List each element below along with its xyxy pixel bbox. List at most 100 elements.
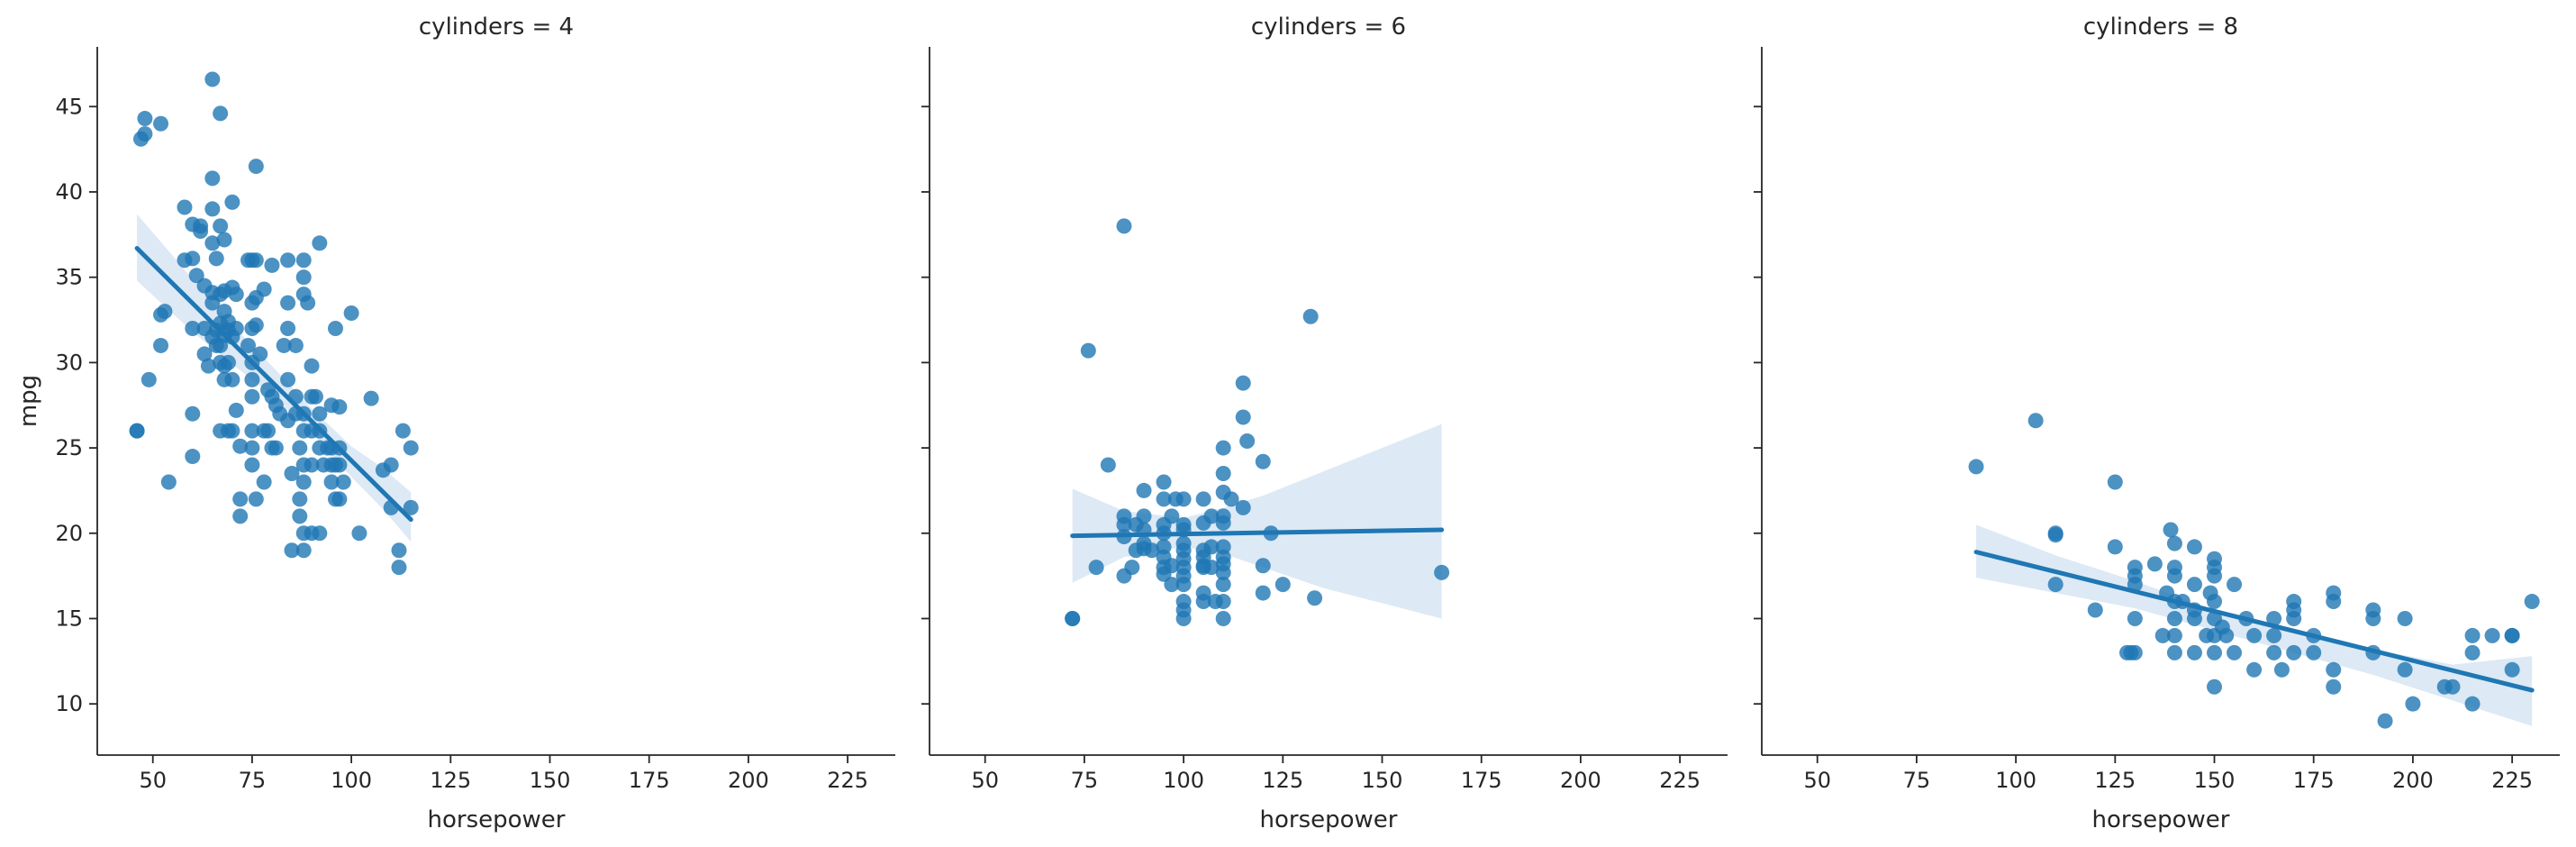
scatter-point [244, 457, 260, 473]
scatter-point [224, 371, 240, 387]
scatter-point [1235, 375, 1251, 391]
scatter-point [177, 199, 193, 215]
y-tick-label: 15 [55, 606, 83, 631]
scatter-point [248, 317, 264, 333]
scatter-point [304, 358, 320, 374]
scatter-point [1116, 218, 1132, 234]
scatter-points [1065, 218, 1450, 626]
scatter-point [280, 252, 296, 269]
scatter-point [1156, 474, 1172, 490]
scatter-point [287, 337, 304, 353]
scatter-point [2326, 594, 2342, 610]
scatter-point [280, 295, 296, 311]
scatter-point [307, 388, 323, 405]
scatter-point [2266, 627, 2282, 643]
scatter-point [2266, 610, 2282, 626]
scatter-point [2464, 696, 2481, 712]
scatter-point [2444, 679, 2461, 695]
scatter-point [244, 371, 260, 387]
scatter-point [244, 440, 260, 456]
x-tick-label: 225 [827, 768, 868, 793]
scatter-point [331, 457, 348, 473]
scatter-point [2377, 713, 2393, 729]
scatter-point [295, 474, 312, 490]
y-tick-label: 10 [55, 691, 83, 716]
scatter-point [2246, 661, 2263, 678]
scatter-point [256, 474, 272, 490]
scatter-point [224, 423, 240, 439]
scatter-point [2365, 610, 2381, 626]
scatter-point [2405, 696, 2421, 712]
scatter-point [1302, 308, 1319, 324]
scatter-point [295, 269, 312, 286]
scatter-point [403, 499, 419, 515]
x-tick-label: 200 [1560, 768, 1601, 793]
scatter-point [2186, 610, 2202, 626]
scatter-point [300, 295, 316, 311]
scatter-point [1164, 508, 1180, 524]
scatter-point [276, 337, 292, 353]
scatter-point [1223, 491, 1239, 507]
scatter-point [2227, 644, 2243, 660]
scatter-point [295, 252, 312, 269]
scatter-point [1175, 491, 1192, 507]
scatter-point [137, 126, 153, 142]
scatter-point [204, 201, 221, 217]
scatter-point [1255, 585, 1271, 601]
scatter-point [2166, 627, 2182, 643]
x-tick-label: 225 [2491, 768, 2533, 793]
scatter-point [185, 405, 201, 422]
y-tick-label: 35 [55, 265, 83, 290]
scatter-point [1175, 610, 1192, 626]
scatter-point [304, 457, 320, 473]
scatter-point [1434, 564, 1450, 580]
scatter-point [343, 305, 359, 321]
scatter-point [1215, 465, 1231, 481]
x-tick-label: 125 [2094, 768, 2136, 793]
x-tick-label: 75 [1903, 768, 1931, 793]
scatter-point [2107, 539, 2123, 555]
scatter-point [2273, 661, 2290, 678]
facet-panel: cylinders = 4 50 75 100 125 150 175 200 225 10 15 2… [15, 14, 895, 833]
regression-line [1973, 550, 2535, 693]
scatter-point [331, 399, 348, 415]
panel-title: cylinders = 6 [1251, 14, 1406, 41]
scatter-point [224, 194, 240, 210]
scatter-point [2207, 644, 2223, 660]
scatter-point [2504, 627, 2520, 643]
scatter-point [185, 321, 201, 337]
scatter-point [1215, 515, 1231, 531]
scatter-point [284, 542, 300, 559]
scatter-point [240, 337, 257, 353]
scatter-point [137, 111, 153, 127]
scatter-point [1215, 440, 1231, 456]
x-tick-label: 100 [1995, 768, 2036, 793]
scatter-points [129, 71, 419, 576]
scatter-point [280, 321, 296, 337]
x-tick-label: 150 [2194, 768, 2236, 793]
x-tick-label: 175 [629, 768, 670, 793]
scatter-point [2127, 644, 2143, 660]
scatter-point [284, 465, 300, 481]
scatter-point [252, 346, 268, 362]
scatter-point [323, 474, 340, 490]
x-tick-label: 125 [430, 768, 471, 793]
scatter-point [1968, 459, 1984, 475]
scatter-point [208, 250, 224, 267]
scatter-point [1239, 433, 1256, 450]
scatter-point [232, 508, 249, 524]
scatter-point [2047, 577, 2064, 593]
scatter-point [200, 358, 216, 374]
scatter-point [1203, 508, 1220, 524]
scatter-point [2464, 644, 2481, 660]
scatter-point [204, 71, 221, 87]
scatter-point [160, 474, 177, 490]
scatter-point [1215, 564, 1231, 580]
scatter-point [129, 423, 145, 439]
x-tick-label: 150 [530, 768, 571, 793]
scatter-point [2326, 679, 2342, 695]
scatter-point [260, 423, 277, 439]
scatter-point [2286, 610, 2302, 626]
scatter-point [2166, 535, 2182, 551]
facet-panel: cylinders = 8 50 75 100 125 150 175 200 225 horse… [1754, 14, 2560, 833]
